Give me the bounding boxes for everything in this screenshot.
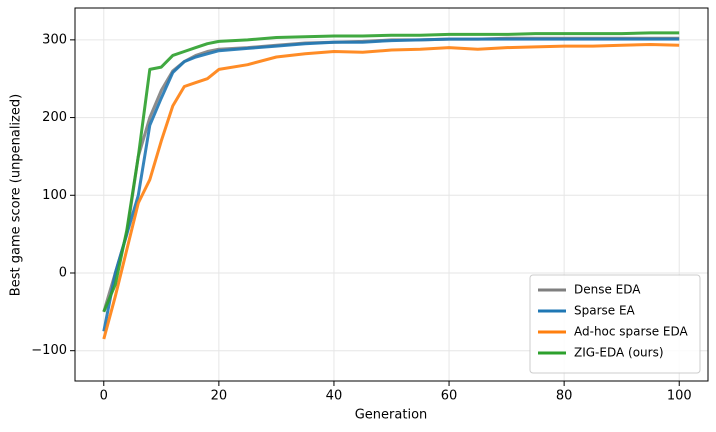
y-tick-label: −100 (31, 343, 67, 358)
legend-label: Sparse EA (574, 304, 636, 318)
legend: Dense EDA Sparse EA Ad-hoc sparse EDA ZIG-E… (529, 274, 701, 374)
x-tick-label: 40 (326, 389, 343, 404)
x-tick-label: 80 (556, 389, 573, 404)
legend-label: ZIG-EDA (ours) (574, 346, 664, 360)
y-tick-label: 0 (59, 265, 67, 280)
y-axis-label: Best game score (unpenalized) (9, 94, 24, 296)
legend-box (529, 274, 701, 374)
y-tick-label: 100 (42, 188, 67, 203)
series-line (102, 43, 680, 340)
x-axis-label: Generation (355, 408, 428, 423)
x-tick-label: 60 (441, 389, 458, 404)
x-tick-label: 0 (100, 389, 108, 404)
y-tick-label: 200 (42, 110, 67, 125)
series-line (102, 36, 680, 313)
y-tick-label: 300 (42, 32, 67, 47)
series-line (102, 37, 680, 332)
plot-frame (74, 7, 709, 382)
series-line (102, 31, 680, 313)
x-tick-label: 100 (667, 389, 692, 404)
legend-label: Ad-hoc sparse EDA (574, 325, 689, 339)
legend-label: Dense EDA (574, 283, 641, 297)
x-tick-label: 20 (211, 389, 228, 404)
